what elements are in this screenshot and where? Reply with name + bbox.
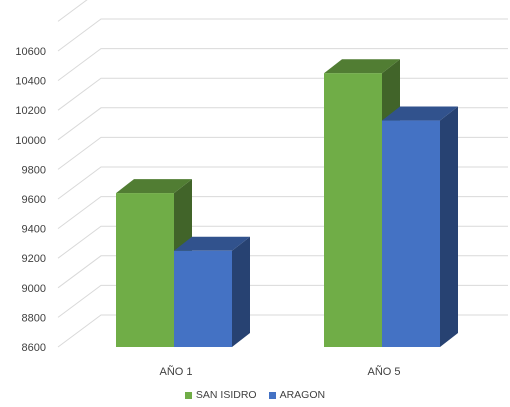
x-axis-categories: AÑO 1 AÑO 5 — [159, 365, 400, 378]
legend-swatch-san-isidro — [184, 391, 192, 399]
bar-side — [232, 236, 250, 347]
x-category-label: AÑO 5 — [367, 365, 400, 378]
bar-front — [324, 73, 382, 347]
legend-swatch-aragon — [268, 391, 276, 399]
bar-front — [116, 193, 174, 347]
gridline — [57, 77, 508, 111]
y-tick-label: 10600 — [15, 46, 46, 58]
y-tick-label: 10200 — [15, 105, 46, 117]
y-tick-label: 9200 — [22, 253, 46, 265]
bar-aragon-1 — [174, 236, 250, 347]
y-tick-label: 9400 — [22, 224, 46, 236]
bars — [116, 59, 458, 347]
bar-top — [324, 59, 400, 74]
gridline — [57, 0, 88, 22]
chart-canvas: 8600 8800 9000 9200 9400 9600 9800 10000 10200 10… — [15, 0, 508, 378]
bar-front — [174, 250, 232, 347]
bar-aragon-2 — [382, 106, 458, 347]
legend-item-san-isidro: SAN ISIDRO — [184, 389, 257, 401]
y-tick-label: 9600 — [22, 194, 46, 206]
y-tick-label: 8600 — [22, 342, 46, 354]
y-tick-label: 10000 — [15, 135, 46, 147]
x-category-label: AÑO 1 — [159, 365, 192, 378]
y-tick-label: 10400 — [15, 76, 46, 88]
bar-front — [382, 120, 440, 347]
bar-top — [174, 236, 250, 251]
y-axis-ticks: 8600 8800 9000 9200 9400 9600 9800 10000 10200 10… — [15, 46, 46, 354]
y-tick-label: 8800 — [22, 312, 46, 324]
legend-item-aragon: ARAGON — [268, 389, 326, 401]
gridlines — [57, 0, 508, 348]
legend: SAN ISIDRO ARAGON — [0, 389, 510, 401]
y-tick-label: 9800 — [22, 164, 46, 176]
gridline — [57, 18, 508, 52]
bar-top — [382, 106, 458, 121]
y-tick-label: 9000 — [22, 283, 46, 295]
legend-label-aragon: ARAGON — [279, 389, 326, 401]
gridline — [57, 48, 508, 82]
legend-label-san-isidro: SAN ISIDRO — [195, 389, 257, 401]
bar-top — [116, 179, 192, 194]
bar-side — [440, 106, 458, 347]
